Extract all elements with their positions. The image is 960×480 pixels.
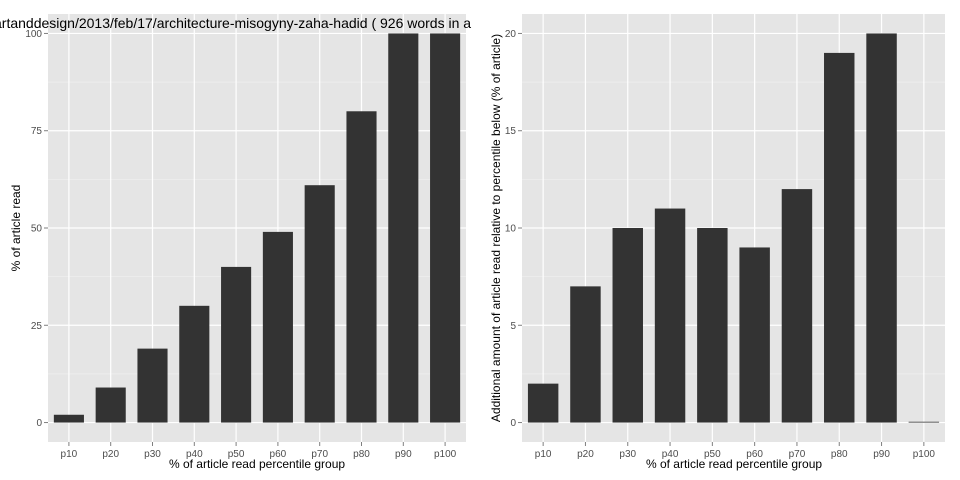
- y-tick-label: 5: [510, 321, 516, 332]
- y-tick-label: 50: [31, 224, 43, 235]
- bar-p90: [866, 33, 897, 423]
- bar-p10: [53, 414, 84, 423]
- chart-2: 0 5 10 15 20 p10 p20 p30 p40 p50 p60 p70 p80 p90 p100%…: [489, 14, 945, 471]
- bar-p80: [824, 52, 855, 423]
- x-tick-label: p20: [577, 449, 594, 460]
- x-tick-label: p20: [102, 449, 119, 460]
- x-tick-label: p60: [270, 449, 287, 460]
- bar-p30: [137, 348, 168, 423]
- chart-title: artanddesign/2013/feb/17/architecture-mi…: [0, 15, 471, 31]
- bar-p40: [654, 208, 686, 423]
- x-tick-label: p70: [311, 449, 328, 460]
- bar-p90: [388, 33, 419, 423]
- y-tick-label: 15: [505, 126, 517, 137]
- y-tick-label: 20: [505, 29, 517, 40]
- y-tick-label: 75: [31, 126, 43, 137]
- bar-p100: [430, 33, 461, 423]
- chart-title-group: artanddesign/2013/feb/17/architecture-mi…: [0, 15, 471, 31]
- y-axis-title: Additional amount of article read relati…: [489, 34, 503, 422]
- x-tick-label: p50: [704, 449, 721, 460]
- bar-p60: [739, 247, 770, 423]
- chart-1: 0 25 50 75 100 p10 p20 p30 p40 p50 p60 p70 p80 p90 p10…: [0, 14, 471, 471]
- bar-p100: [908, 421, 940, 423]
- x-axis-title: % of article read percentile group: [646, 457, 822, 471]
- x-tick-label: p60: [746, 449, 763, 460]
- bar-p40: [179, 305, 210, 423]
- bar-p30: [612, 228, 643, 423]
- x-tick-label: p40: [662, 449, 679, 460]
- x-tick-label: p30: [144, 449, 161, 460]
- y-tick-label: 0: [510, 418, 516, 429]
- bar-p50: [697, 228, 728, 423]
- bar-p80: [346, 111, 377, 423]
- x-tick-label: p90: [395, 449, 412, 460]
- x-tick-label: p80: [353, 449, 370, 460]
- x-axis-title: % of article read percentile group: [169, 457, 345, 471]
- y-tick-label: 25: [31, 321, 43, 332]
- x-tick-label: p90: [873, 449, 890, 460]
- x-tick-label: p50: [228, 449, 245, 460]
- bar-p70: [781, 189, 813, 423]
- bar-p10: [527, 383, 559, 423]
- x-tick-label: p100: [434, 449, 457, 460]
- y-tick-label: 10: [505, 224, 517, 235]
- bar-p20: [95, 387, 126, 423]
- x-tick-label: p100: [913, 449, 936, 460]
- x-tick-label: p80: [831, 449, 848, 460]
- x-tick-label: p70: [789, 449, 806, 460]
- x-tick-label: p10: [61, 449, 78, 460]
- bar-p60: [262, 231, 293, 423]
- bar-p70: [304, 185, 335, 423]
- y-tick-label: 0: [36, 418, 42, 429]
- bar-p20: [570, 286, 601, 423]
- bar-p50: [221, 266, 252, 423]
- x-tick-label: p10: [535, 449, 552, 460]
- y-tick-label: 100: [25, 29, 42, 40]
- x-tick-label: p40: [186, 449, 203, 460]
- y-axis-title: % of article read: [9, 185, 23, 272]
- x-tick-label: p30: [619, 449, 636, 460]
